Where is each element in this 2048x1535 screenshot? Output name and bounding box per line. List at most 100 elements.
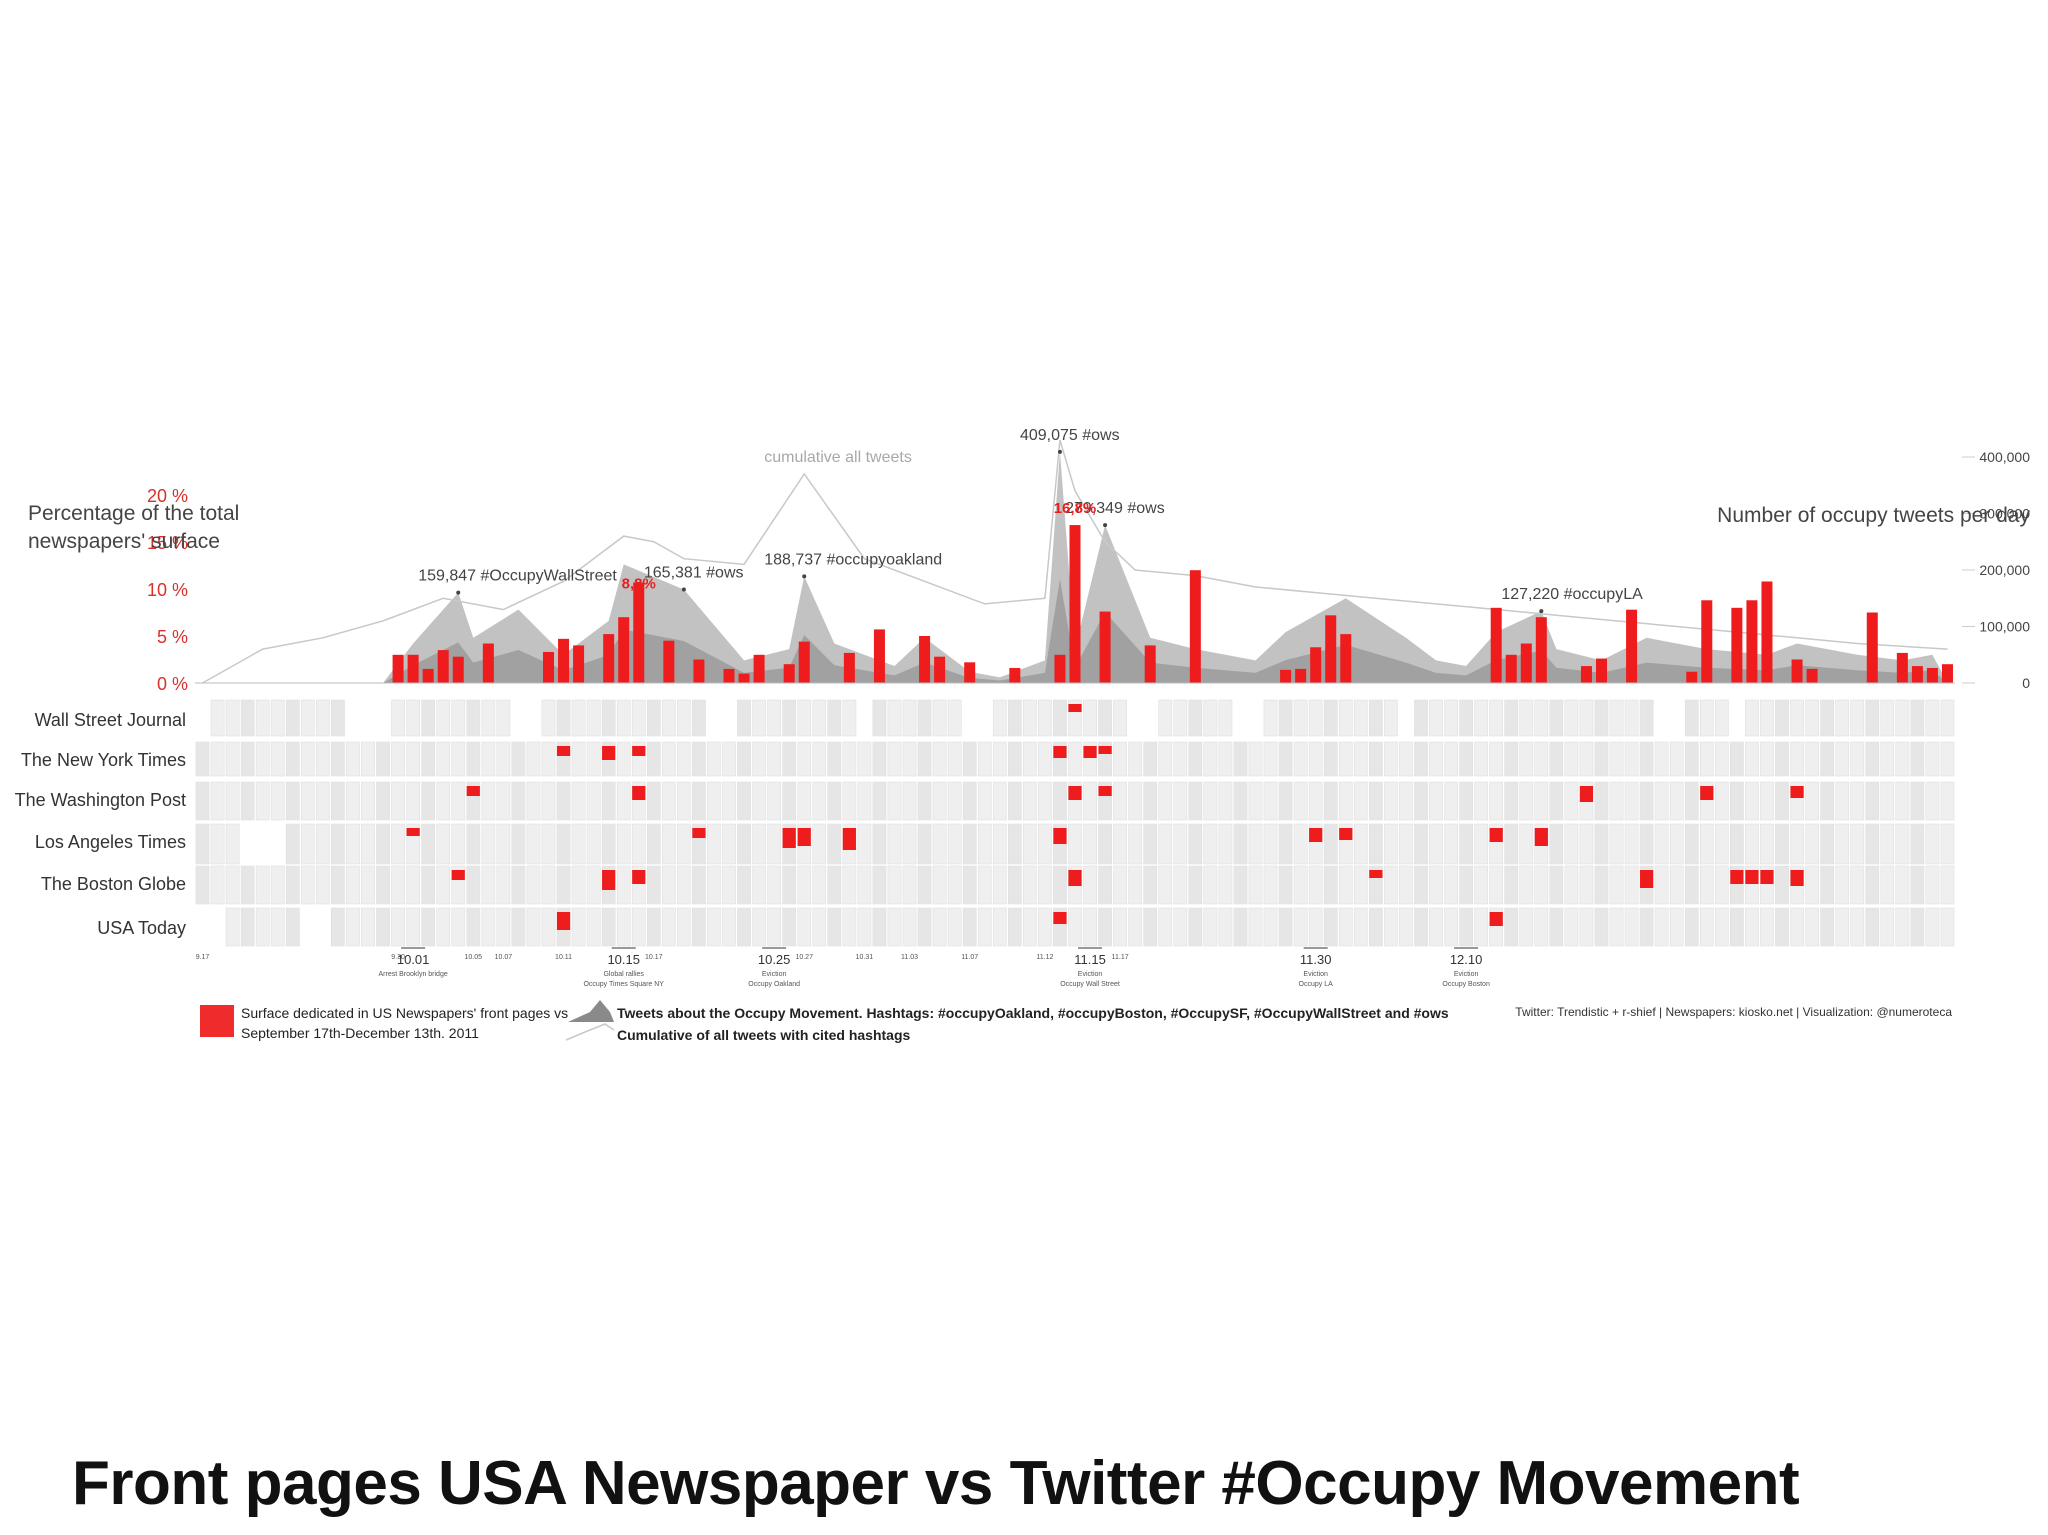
front-page-thumbnail — [1128, 865, 1143, 905]
front-page-thumbnail — [316, 741, 330, 777]
front-page-thumbnail — [1248, 865, 1263, 905]
front-page-thumbnail — [210, 781, 225, 821]
front-page-thumbnail — [1835, 741, 1850, 777]
front-page-coverage-mark — [1369, 870, 1383, 878]
front-page-thumbnail — [1353, 781, 1368, 821]
front-page-thumbnail — [1293, 823, 1308, 865]
front-page-thumbnail — [1730, 907, 1744, 947]
front-page-thumbnail — [496, 865, 511, 905]
front-page-thumbnail — [1414, 699, 1428, 737]
front-page-thumbnail — [571, 907, 586, 947]
front-page-thumbnail — [1865, 823, 1880, 865]
front-page-coverage-mark — [1053, 746, 1067, 758]
surface-bar — [873, 629, 885, 683]
front-page-thumbnail — [677, 741, 691, 777]
front-page-thumbnail — [1699, 741, 1714, 777]
front-page-thumbnail — [782, 781, 797, 821]
front-page-thumbnail — [541, 781, 556, 821]
front-page-thumbnail — [1579, 741, 1594, 777]
front-page-thumbnail — [406, 699, 420, 737]
front-page-thumbnail — [1158, 699, 1173, 737]
surface-bar — [543, 651, 555, 683]
front-page-thumbnail — [331, 823, 345, 865]
front-page-thumbnail — [1865, 741, 1880, 777]
front-page-coverage-mark — [632, 746, 646, 756]
front-page-thumbnail — [1353, 741, 1368, 777]
front-page-thumbnail — [1023, 823, 1037, 865]
front-page-thumbnail — [1579, 907, 1594, 947]
front-page-thumbnail — [646, 907, 661, 947]
front-page-thumbnail — [1654, 865, 1669, 905]
front-page-thumbnail — [1609, 741, 1624, 777]
front-page-thumbnail — [511, 865, 526, 905]
front-page-thumbnail — [1263, 699, 1278, 737]
front-page-thumbnail — [1925, 781, 1940, 821]
front-page-thumbnail — [1053, 699, 1067, 737]
front-page-thumbnail — [827, 865, 842, 905]
front-page-thumbnail — [526, 865, 541, 905]
front-page-thumbnail — [225, 907, 240, 947]
surface-bar — [919, 636, 931, 683]
legend-surface-swatch — [200, 1005, 234, 1037]
front-page-thumbnail — [586, 865, 601, 905]
front-page-thumbnail — [316, 781, 330, 821]
front-page-thumbnail — [842, 699, 857, 737]
front-page-coverage-mark — [1730, 870, 1744, 884]
front-page-thumbnail — [631, 823, 646, 865]
front-page-thumbnail — [1143, 865, 1158, 905]
front-page-thumbnail — [1594, 865, 1609, 905]
surface-bar — [1746, 600, 1758, 683]
front-page-thumbnail — [677, 907, 691, 947]
front-page-thumbnail — [270, 741, 285, 777]
front-page-thumbnail — [661, 741, 676, 777]
front-page-thumbnail — [1714, 823, 1729, 865]
front-page-thumbnail — [210, 865, 225, 905]
front-page-thumbnail — [1850, 823, 1865, 865]
front-page-thumbnail — [511, 741, 526, 777]
front-page-thumbnail — [1594, 907, 1609, 947]
front-page-thumbnail — [421, 699, 436, 737]
front-page-thumbnail — [466, 699, 481, 737]
surface-bar — [1490, 607, 1502, 683]
front-page-thumbnail — [917, 741, 932, 777]
front-page-thumbnail — [1038, 865, 1052, 905]
front-page-thumbnail — [541, 907, 556, 947]
front-page-thumbnail — [1714, 907, 1729, 947]
front-page-thumbnail — [1113, 741, 1127, 777]
front-page-thumbnail — [436, 699, 451, 737]
front-page-thumbnail — [1865, 781, 1880, 821]
annotation-point — [802, 574, 807, 579]
front-page-thumbnail — [376, 823, 390, 865]
front-page-thumbnail — [887, 907, 902, 947]
front-page-thumbnail — [526, 781, 541, 821]
front-page-thumbnail — [361, 907, 375, 947]
front-page-thumbnail — [1384, 865, 1398, 905]
front-page-thumbnail — [752, 781, 766, 821]
legend-tweets-label: Tweets about the Occupy Movement. Hashta… — [617, 1005, 1449, 1021]
date-event-label: Occupy Times Square NY — [583, 981, 664, 988]
front-page-thumbnail — [1293, 781, 1308, 821]
front-page-thumbnail — [962, 781, 977, 821]
front-page-thumbnail — [391, 741, 405, 777]
front-page-coverage-mark — [1579, 786, 1594, 802]
front-page-thumbnail — [1820, 865, 1834, 905]
front-page-thumbnail — [737, 865, 751, 905]
surface-bar — [1189, 570, 1201, 683]
front-page-coverage-mark — [466, 786, 480, 796]
front-page-thumbnail — [1940, 699, 1955, 737]
front-page-thumbnail — [1654, 823, 1669, 865]
front-page-thumbnail — [857, 823, 872, 865]
front-page-thumbnail — [1158, 823, 1173, 865]
front-page-thumbnail — [285, 865, 300, 905]
surface-bar — [1866, 612, 1878, 683]
front-page-thumbnail — [1850, 699, 1865, 737]
front-page-thumbnail — [1880, 823, 1895, 865]
front-page-coverage-mark — [1640, 870, 1654, 888]
legend-surface-label: Surface dedicated in US Newspapers' fron… — [241, 1005, 569, 1041]
front-page-thumbnail — [1654, 741, 1669, 777]
front-page-thumbnail — [1007, 907, 1022, 947]
surface-bar — [1069, 525, 1081, 683]
date-label: 10.05 — [465, 954, 483, 961]
front-page-thumbnail — [1188, 741, 1203, 777]
front-page-thumbnail — [361, 781, 375, 821]
